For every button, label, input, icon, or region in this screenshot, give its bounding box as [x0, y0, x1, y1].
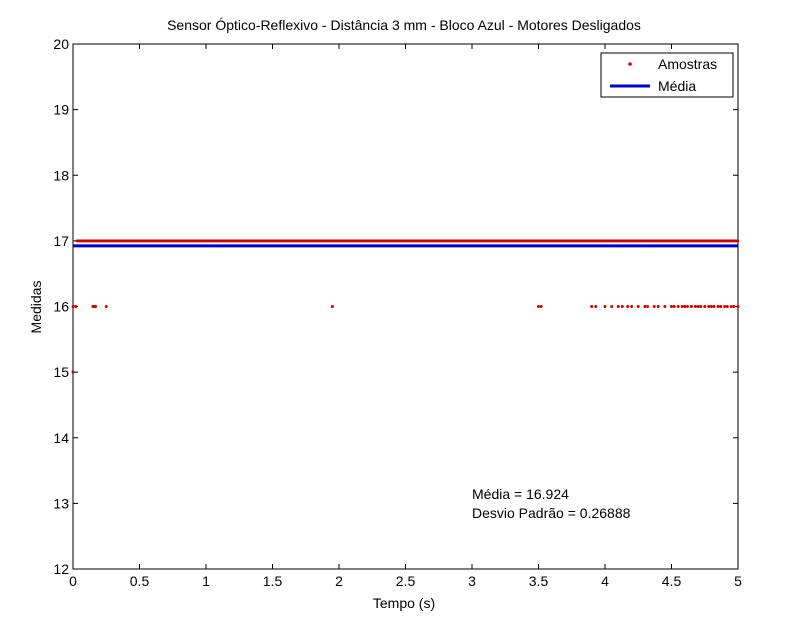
sample-point: [616, 305, 620, 308]
y-tick-label: 20: [53, 36, 69, 52]
samples-row-15: [71, 370, 75, 374]
sample-point: [685, 305, 689, 308]
samples-row-16: [71, 305, 740, 308]
legend-box: [600, 52, 734, 98]
sample-point: [590, 305, 594, 308]
y-tick-label: 14: [53, 430, 69, 446]
x-tick-label: 1: [202, 573, 210, 589]
sample-point: [610, 305, 614, 308]
sample-point: [71, 305, 75, 308]
x-tick-label: 3.5: [529, 573, 549, 589]
sample-point: [736, 305, 740, 308]
x-axis-title: Tempo (s): [373, 595, 435, 611]
sample-point: [732, 305, 736, 308]
sample-point: [693, 305, 697, 308]
sample-point: [630, 305, 634, 308]
sample-point: [71, 370, 75, 374]
sample-point: [719, 305, 723, 308]
sample-point: [672, 305, 676, 308]
sample-point: [723, 305, 727, 308]
x-tick-label: 0: [69, 573, 77, 589]
sample-point: [725, 305, 729, 308]
x-tick-label: 5: [734, 573, 742, 589]
y-tick-label: 15: [53, 364, 69, 380]
sample-point: [703, 305, 707, 308]
plot-area: 12 13 14 15 16 17 18 19 20 0 0.5 1 1.5 2 2.5 3 3.5 4 4.5 5: [53, 36, 742, 589]
annotation-mean: Média = 16.924: [472, 486, 569, 502]
samples-row-17: [75, 239, 740, 243]
y-tick-label: 16: [53, 299, 69, 315]
sample-point: [716, 305, 720, 308]
sample-point: [729, 305, 733, 308]
y-tick-label: 12: [53, 561, 69, 577]
y-tick-label: 13: [53, 495, 69, 511]
sample-point: [643, 305, 647, 308]
chart-title: Sensor Óptico-Reflexivo - Distância 3 mm…: [167, 17, 641, 33]
legend-samples-marker: [628, 62, 632, 66]
x-tick-label: 4.5: [662, 573, 682, 589]
sample-point: [636, 305, 640, 308]
sample-point: [663, 305, 667, 308]
sample-point: [707, 305, 711, 308]
sample-point: [104, 305, 108, 308]
sample-point: [670, 305, 673, 308]
annotation-std: Desvio Padrão = 0.26888: [472, 505, 631, 521]
x-tick-label: 2.5: [396, 573, 416, 589]
sample-point: [709, 305, 713, 308]
sample-point: [620, 305, 624, 308]
sample-point: [689, 305, 693, 308]
y-tick-label: 18: [53, 167, 69, 183]
x-tick-label: 0.5: [130, 573, 150, 589]
sample-point: [94, 305, 98, 308]
sample-point: [646, 305, 650, 308]
sample-point: [699, 305, 703, 308]
sample-point: [652, 305, 656, 308]
sample-point: [603, 305, 607, 308]
y-axis-title: Medidas: [28, 281, 44, 334]
x-axis: 0 0.5 1 1.5 2 2.5 3 3.5 4 4.5 5: [69, 44, 742, 589]
x-tick-label: 3: [468, 573, 476, 589]
y-tick-label: 19: [53, 102, 69, 118]
sample-point: [594, 305, 598, 308]
y-axis: 12 13 14 15 16 17 18 19 20: [53, 36, 738, 577]
sample-point: [683, 305, 687, 308]
legend-samples-label: Amostras: [658, 56, 717, 72]
sample-point: [330, 305, 334, 308]
sample-point: [656, 305, 660, 308]
sample-point: [696, 305, 700, 308]
x-tick-label: 1.5: [263, 573, 283, 589]
y-tick-label: 17: [53, 233, 69, 249]
sample-point: [626, 305, 630, 308]
sample-point: [537, 305, 540, 308]
sample-point: [676, 305, 680, 308]
sample-point: [539, 305, 543, 308]
legend-mean-label: Média: [658, 78, 696, 94]
x-tick-label: 2: [335, 573, 343, 589]
legend: Amostras Média: [600, 52, 734, 98]
sample-point: [736, 239, 740, 243]
sample-point: [74, 305, 78, 308]
sample-point: [712, 305, 716, 308]
sample-point: [680, 305, 684, 308]
x-tick-label: 4: [601, 573, 609, 589]
